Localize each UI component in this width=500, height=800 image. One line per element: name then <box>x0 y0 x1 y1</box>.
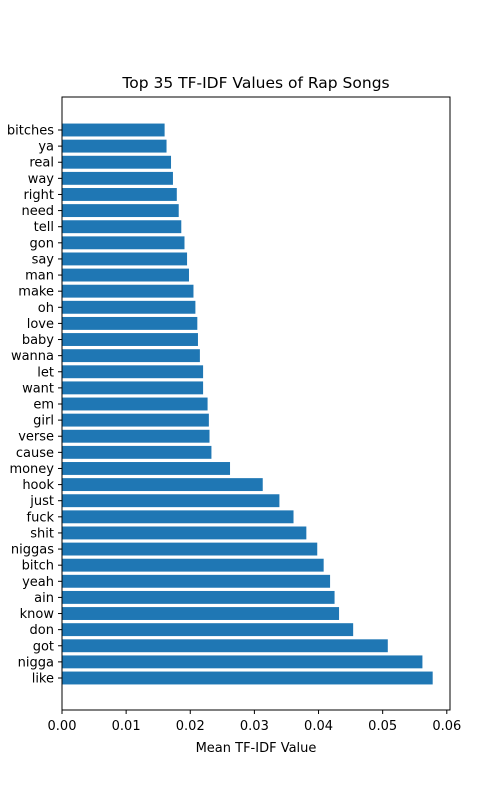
x-tick-label: 0.02 <box>176 719 205 734</box>
bar-nigga <box>62 655 422 668</box>
bar-bitches <box>62 124 165 137</box>
bar-baby <box>62 333 198 346</box>
y-tick-label: say <box>32 252 55 267</box>
y-tick-label: don <box>30 623 54 638</box>
y-tick-label: real <box>29 156 54 171</box>
x-tick-label: 0.00 <box>48 719 77 734</box>
y-tick-label: hook <box>22 478 54 493</box>
y-tick-label: oh <box>38 301 54 316</box>
bar-want <box>62 381 203 394</box>
x-tick-label: 0.05 <box>368 719 397 734</box>
y-tick-label: let <box>37 365 54 380</box>
bar-em <box>62 398 208 411</box>
y-tick-label: love <box>27 317 54 332</box>
bar-bitch <box>62 559 324 572</box>
y-tick-label: bitch <box>22 559 54 574</box>
bar-just <box>62 494 279 507</box>
bar-verse <box>62 430 210 443</box>
bar-cause <box>62 446 211 459</box>
bar-fuck <box>62 510 294 523</box>
bar-real <box>62 156 171 169</box>
y-tick-label: tell <box>34 220 54 235</box>
bar-say <box>62 252 187 265</box>
bars-group <box>62 124 433 685</box>
x-tick-label: 0.06 <box>432 719 461 734</box>
bar-let <box>62 365 203 378</box>
y-tick-label: ya <box>38 140 54 155</box>
x-tick-label: 0.01 <box>112 719 141 734</box>
y-tick-label: girl <box>33 414 54 429</box>
bar-ya <box>62 140 167 153</box>
y-tick-label: yeah <box>22 575 54 590</box>
y-tick-label: need <box>22 204 55 219</box>
bar-know <box>62 607 339 620</box>
x-tick-label: 0.04 <box>304 719 333 734</box>
bar-love <box>62 317 197 330</box>
y-tick-label: way <box>28 172 55 187</box>
y-tick-label: want <box>22 381 54 396</box>
bar-need <box>62 204 179 217</box>
y-tick-label: money <box>9 462 54 477</box>
bar-way <box>62 172 173 185</box>
y-tick-label: like <box>32 672 54 687</box>
x-axis-label: Mean TF-IDF Value <box>196 741 317 756</box>
bar-shit <box>62 526 306 539</box>
y-tick-label: shit <box>30 526 54 541</box>
y-tick-label: cause <box>16 446 54 461</box>
y-tick-label: just <box>29 494 54 509</box>
y-tick-label: bitches <box>7 124 54 139</box>
y-tick-label: got <box>33 639 54 654</box>
y-tick-label: niggas <box>11 543 54 558</box>
x-tick-label: 0.03 <box>240 719 269 734</box>
y-tick-label: em <box>33 398 54 413</box>
y-tick-label: nigga <box>18 655 54 670</box>
bar-oh <box>62 301 195 314</box>
y-tick-label: gon <box>30 236 54 251</box>
y-tick-label: make <box>18 285 54 300</box>
bar-tell <box>62 220 181 233</box>
bar-got <box>62 639 388 652</box>
x-axis-ticks: 0.00 0.01 0.02 0.03 0.04 0.05 0.06 <box>48 710 462 734</box>
bar-man <box>62 269 189 282</box>
bar-wanna <box>62 349 200 362</box>
y-tick-label: ain <box>34 591 54 606</box>
y-tick-label: right <box>23 188 54 203</box>
bar-yeah <box>62 575 330 588</box>
y-tick-label: baby <box>22 333 54 348</box>
bar-hook <box>62 478 263 491</box>
y-tick-label: wanna <box>11 349 54 364</box>
bar-right <box>62 188 177 201</box>
chart-title: Top 35 TF-IDF Values of Rap Songs <box>121 74 389 92</box>
bar-don <box>62 623 353 636</box>
bar-ain <box>62 591 335 604</box>
bar-make <box>62 285 193 298</box>
bar-girl <box>62 414 209 427</box>
y-tick-label: know <box>20 607 55 622</box>
y-tick-label: man <box>25 269 54 284</box>
bar-like <box>62 672 433 685</box>
bar-niggas <box>62 543 317 556</box>
bar-money <box>62 462 230 475</box>
y-tick-label: verse <box>18 430 54 445</box>
y-tick-label: fuck <box>27 510 55 525</box>
bar-gon <box>62 236 184 249</box>
